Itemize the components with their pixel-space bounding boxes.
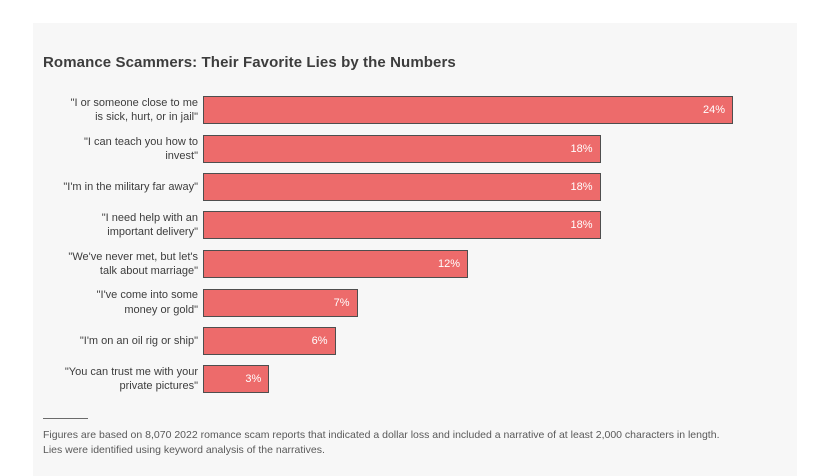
bar-row: "I've come into some money or gold" 7% <box>33 288 797 317</box>
bar-track: 18% <box>203 211 733 240</box>
category-label: "You can trust me with your private pictu… <box>64 365 198 393</box>
category-label: "I or someone close to me is sick, hurt, … <box>70 97 198 124</box>
bar-track: 3% <box>203 365 733 394</box>
bar: 6% <box>203 326 336 355</box>
bar-value-label: 3% <box>245 373 262 386</box>
bar-row: "I or someone close to me is sick, hurt, … <box>33 96 797 125</box>
bar: 12% <box>203 250 468 279</box>
bar-row: "We've never met, but let's talk about ma… <box>33 250 797 279</box>
bar-row: "I'm in the military far away" 18% <box>33 173 797 202</box>
category-label: "I need help with an important delivery" <box>101 212 198 239</box>
footnote-line: Lies were identified using keyword analy… <box>43 443 325 456</box>
bar-value-label: 12% <box>437 258 460 271</box>
bar: 3% <box>203 365 270 394</box>
category-label: "I'm in the military far away" <box>63 181 198 194</box>
bar-row: "I can teach you how to invest" 18% <box>33 134 797 164</box>
footnote-line: Figures are based on 8,070 2022 romance … <box>43 428 720 441</box>
bar-value-label: 7% <box>333 296 350 309</box>
bar-row: "You can trust me with your private pictu… <box>33 365 797 394</box>
bar: 18% <box>203 211 601 240</box>
bar-value-label: 6% <box>311 334 328 347</box>
category-label: "We've never met, but let's talk about ma… <box>68 250 198 278</box>
footnote-divider <box>43 417 88 419</box>
bar-value-label: 18% <box>570 181 593 194</box>
bar: 7% <box>203 288 358 317</box>
bar: 24% <box>203 96 733 125</box>
category-label: "I've come into some money or gold" <box>96 289 198 316</box>
bar-chart: "I or someone close to me is sick, hurt, … <box>33 96 797 394</box>
category-label: "I can teach you how to invest" <box>84 135 198 162</box>
bar-row: "I need help with an important delivery" … <box>33 211 797 240</box>
bar-track: 18% <box>203 134 733 163</box>
bar-value-label: 24% <box>702 104 725 117</box>
bar-track: 12% <box>203 250 733 279</box>
bar-track: 7% <box>203 288 733 317</box>
bar-track: 24% <box>203 96 733 125</box>
footnote: Figures are based on 8,070 2022 romance … <box>43 428 797 458</box>
chart-title: Romance Scammers: Their Favorite Lies by… <box>43 54 456 71</box>
bar-value-label: 18% <box>570 219 593 232</box>
chart-panel: Romance Scammers: Their Favorite Lies by… <box>33 23 797 476</box>
bar: 18% <box>203 134 601 163</box>
bar-track: 6% <box>203 326 733 355</box>
bar-value-label: 18% <box>570 142 593 155</box>
footnote-block: Figures are based on 8,070 2022 romance … <box>43 417 797 458</box>
category-label: "I'm on an oil rig or ship" <box>79 334 198 347</box>
bar-row: "I'm on an oil rig or ship" 6% <box>33 326 797 355</box>
bar-track: 18% <box>203 173 733 202</box>
bar: 18% <box>203 173 601 202</box>
